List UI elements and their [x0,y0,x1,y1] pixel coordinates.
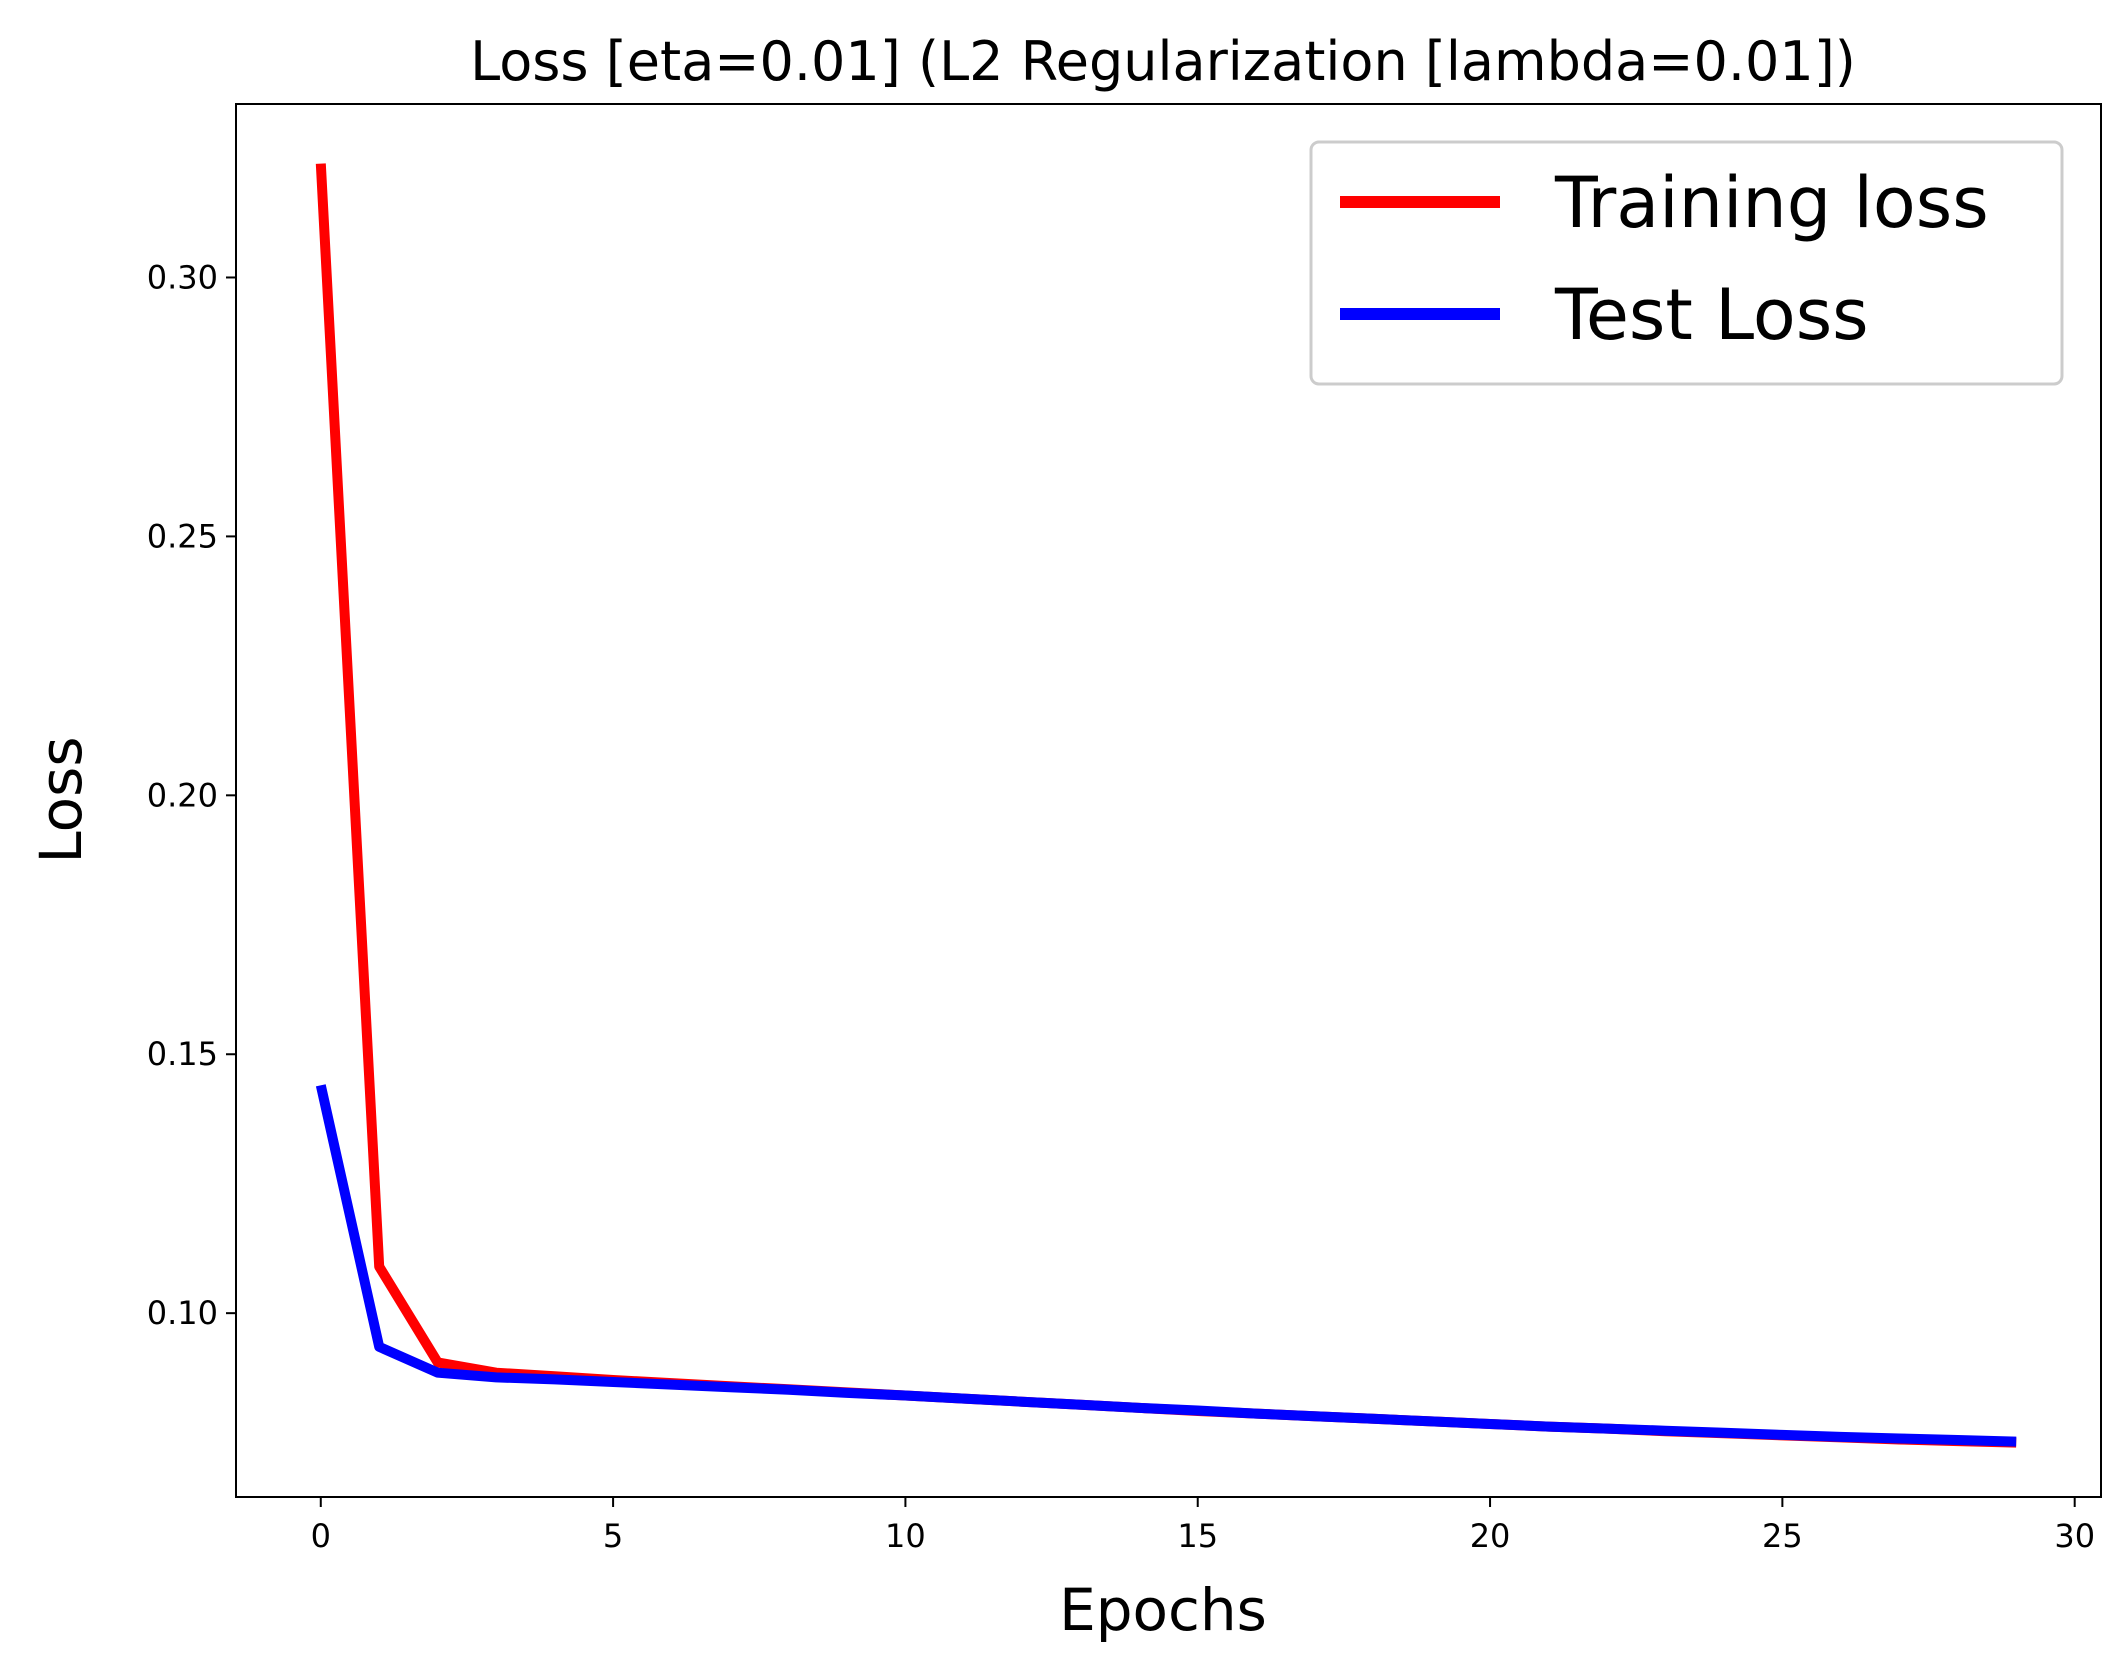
x-tick-label: 0 [311,1517,331,1555]
x-tick-label: 15 [1177,1517,1218,1555]
series-line-test-loss [315,1084,2017,1447]
legend: Training loss Test Loss [1309,140,2064,386]
legend-label-test: Test Loss [1554,274,1869,356]
x-tick-label: 10 [885,1517,926,1555]
x-tick-label: 20 [1470,1517,1511,1555]
y-tick-label: 0.30 [147,258,218,296]
chart-title: Loss [eta=0.01] (L2 Regularization [lamb… [470,30,1856,93]
y-tick-label: 0.20 [147,776,218,814]
x-tick-label: 5 [603,1517,623,1555]
x-axis-label: Epochs [1059,1576,1267,1644]
y-tick-label: 0.25 [147,517,218,555]
y-tick-label: 0.15 [147,1035,218,1073]
legend-label-training: Training loss [1554,162,1989,244]
series-layer [315,163,2017,1448]
y-tick-label: 0.10 [147,1294,218,1332]
y-axis: 0.10 0.15 0.20 0.25 0.30 [147,258,236,1332]
x-tick-label: 25 [1762,1517,1803,1555]
y-axis-label: Loss [27,736,95,863]
x-tick-label: 30 [2054,1517,2095,1555]
x-axis: 0 5 10 15 20 25 30 [311,1497,2095,1555]
